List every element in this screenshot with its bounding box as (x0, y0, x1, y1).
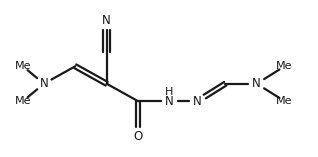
Text: Me: Me (15, 61, 31, 71)
Text: O: O (134, 130, 143, 143)
Text: N: N (102, 14, 111, 27)
Text: H: H (165, 87, 174, 97)
Text: N: N (39, 77, 48, 90)
Text: Me: Me (276, 61, 293, 71)
Text: Me: Me (276, 96, 293, 106)
Text: N: N (252, 77, 261, 90)
Text: Me: Me (15, 96, 31, 106)
Text: N: N (193, 95, 202, 108)
Text: N: N (165, 95, 174, 108)
